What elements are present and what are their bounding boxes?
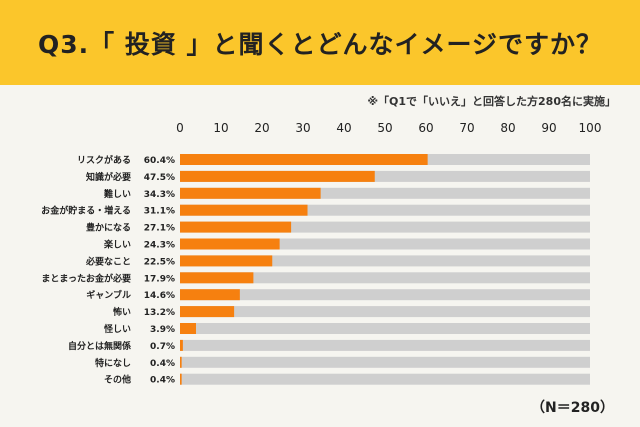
category-label: ギャンブル [86, 289, 131, 301]
x-tick-label: 30 [295, 121, 310, 135]
bar-track [180, 373, 590, 385]
value-label: 14.6% [144, 291, 175, 301]
category-label: まとまったお金が必要 [41, 272, 131, 284]
bar-track [180, 339, 590, 351]
value-label: 22.5% [144, 257, 175, 267]
value-label: 34.3% [144, 190, 175, 200]
bar-track [180, 170, 590, 182]
x-tick-label: 60 [418, 121, 433, 135]
bar [180, 339, 183, 351]
bar-track [180, 272, 590, 284]
value-label: 13.2% [144, 308, 175, 318]
x-tick-label: 90 [541, 121, 556, 135]
x-tick-label: 40 [336, 121, 351, 135]
bar [180, 187, 321, 199]
bar-track [180, 238, 590, 250]
question-title: Q3.「 投資 」と聞くとどんなイメージですか？ [37, 29, 603, 59]
bar [180, 323, 196, 334]
bar [180, 306, 235, 318]
value-label: 17.9% [144, 274, 175, 284]
bar-track [180, 221, 590, 233]
bar-track [180, 255, 590, 267]
category-label: その他 [104, 374, 131, 386]
x-tick-label: 20 [254, 121, 269, 135]
x-tick-label: 80 [500, 121, 515, 135]
bar [180, 272, 254, 284]
header-banner: Q3.「 投資 」と聞くとどんなイメージですか？ [0, 0, 640, 85]
category-label: 必要なこと [85, 255, 131, 267]
bar-track [180, 356, 590, 368]
bar [180, 373, 182, 385]
category-label: 怪しい [104, 323, 131, 335]
value-label: 0.7% [150, 342, 175, 352]
bar [180, 255, 273, 267]
bar [180, 356, 182, 368]
bar-track [180, 204, 590, 216]
x-tick-label: 100 [579, 121, 602, 135]
category-label: 難しい [104, 188, 131, 200]
bar-track [180, 323, 590, 334]
bar [180, 221, 292, 233]
bar-track [180, 306, 590, 318]
category-label: 怖い [113, 306, 131, 318]
x-tick-label: 70 [459, 121, 474, 135]
category-label: お金が貯まる・増える [41, 205, 131, 217]
survey-note: ※「Q1で「いいえ」と回答した方280名に実施」 [367, 95, 616, 108]
value-label: 27.1% [144, 224, 175, 234]
bar-track [180, 187, 590, 199]
category-label: 自分とは無関係 [68, 340, 131, 352]
x-tick-label: 0 [176, 121, 184, 135]
x-tick-label: 50 [377, 121, 392, 135]
category-label: 特になし [95, 357, 131, 369]
category-label: 知識が必要 [85, 171, 131, 183]
value-label: 60.4% [144, 156, 175, 166]
bar [180, 289, 240, 301]
value-label: 0.4% [150, 376, 175, 386]
value-label: 24.3% [144, 241, 175, 251]
value-label: 47.5% [144, 173, 175, 183]
bar [180, 170, 375, 182]
category-label: 楽しい [104, 239, 131, 251]
sample-size-label: （N＝280） [531, 400, 614, 416]
value-label: 0.4% [150, 359, 175, 369]
bar-track [180, 289, 590, 301]
value-label: 31.1% [144, 207, 175, 217]
bar [180, 154, 428, 165]
x-tick-label: 10 [213, 121, 228, 135]
category-label: リスクがある [77, 154, 131, 166]
bar [180, 204, 308, 216]
bar [180, 238, 280, 250]
value-label: 3.9% [150, 325, 175, 335]
category-label: 豊かになる [86, 222, 131, 234]
